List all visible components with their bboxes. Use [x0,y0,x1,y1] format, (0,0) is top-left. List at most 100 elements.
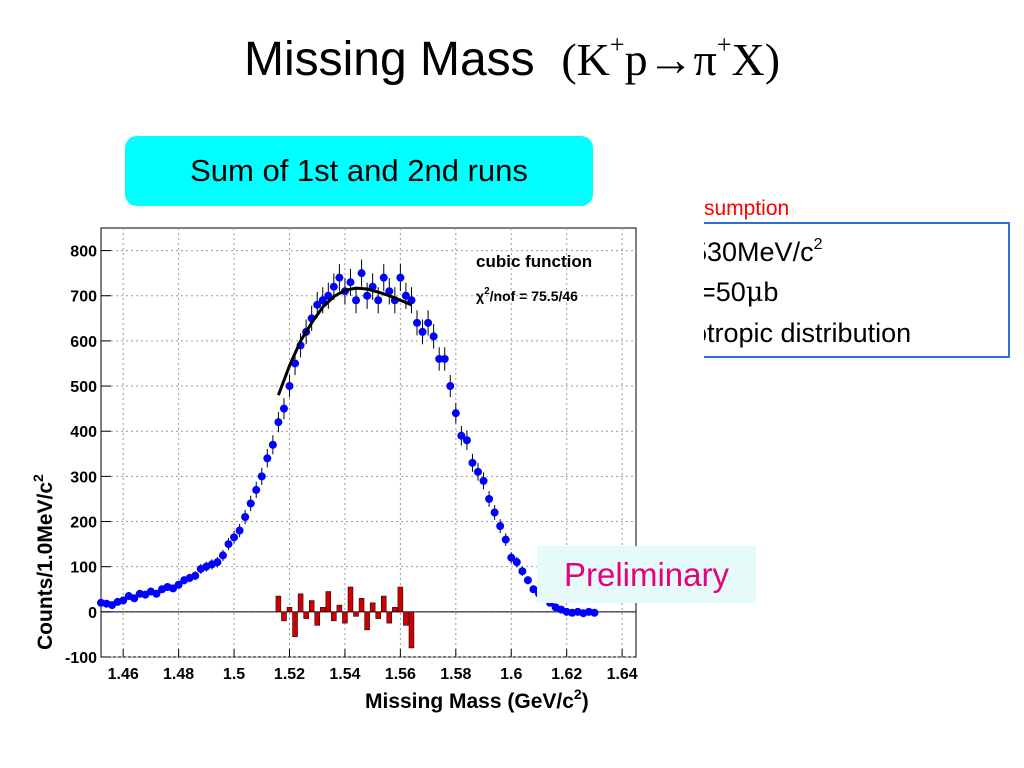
formula-kaon-charge: + [609,30,625,59]
data-point [479,476,488,485]
assumption-mass-text: 530MeV/c [704,237,814,267]
x-axis-ticks: 1.46 1.48 1.5 1.52 1.54 1.56 1.58 1.6 1.62 1.64 [108,649,638,683]
x-tick-label: 1.54 [329,666,360,683]
legend-title: cubic function [476,252,592,271]
x-tick-label: 1.48 [163,666,194,683]
runs-label: Sum of 1st and 2nd runs [190,153,528,188]
x-tick-label: 1.6 [500,666,522,683]
residual-bar [381,595,387,613]
x-axis-title-sup: 2 [574,686,582,702]
assumption-box: 530MeV/c2 =50μb otropic distribution [704,222,1010,358]
data-point [291,359,300,368]
data-point [119,596,128,605]
residual-bar [375,611,381,619]
y-axis-title-text: Counts/1.0MeV/c [34,482,57,650]
residual-bar [331,611,337,622]
formula-pion: π [693,34,717,85]
formula-proton: p [624,34,648,85]
x-axis-title-text: Missing Mass (GeV/c [365,690,574,713]
data-points [97,269,599,618]
data-point [274,418,283,427]
residual-bar [408,611,415,649]
data-point [324,291,333,300]
formula-open: ( [561,34,577,85]
reaction-formula: (K+p→π+X) [561,32,781,86]
y-tick-label: 800 [70,244,97,261]
data-point [501,535,510,544]
data-point [130,594,139,603]
data-point [413,318,422,327]
residual-bar [364,611,370,631]
residual-bar [336,604,343,613]
data-point [529,585,538,594]
formula-pion-charge: + [716,30,732,59]
y-tick-label: 500 [70,379,97,396]
data-point [279,404,288,413]
y-axis-title-sup: 2 [30,474,46,482]
formula-close: ) [764,34,781,85]
y-tick-label: 100 [70,560,97,577]
residual-bar [325,591,332,613]
legend-fit-text: /nof = 75.5/46 [490,288,579,304]
assumption-line-xsec: =50μb [704,272,1008,313]
assumption-xsec-unit: b [763,277,779,307]
residual-bar [358,598,365,613]
residual-bar [342,611,348,624]
data-point [329,282,338,291]
residual-bar [297,593,304,613]
assumption-title: sumption [704,197,790,220]
x-axis-title-close: ) [582,690,589,713]
cubic-fit-curve [276,286,413,396]
legend-chi: χ [476,288,484,304]
data-point [263,454,272,463]
x-axis-title: Missing Mass (GeV/c2) [365,686,589,713]
slide-title-text: Missing Mass [243,33,535,86]
assumption-mass-sup: 2 [813,236,823,253]
data-point [313,300,322,309]
data-point [485,494,494,503]
data-point [230,533,239,542]
data-point [235,526,244,535]
legend-fit-stat: χ2/nof = 75.5/46 [476,286,578,304]
data-point [468,458,477,467]
data-point [401,291,410,300]
residual-bar [275,595,282,613]
data-point [374,296,383,305]
residual-bar [320,607,326,613]
data-point [257,472,266,481]
x-tick-label: 1.58 [440,666,471,683]
data-point [252,485,261,494]
x-tick-label: 1.52 [274,666,305,683]
data-point [435,354,444,363]
runs-label-box: Sum of 1st and 2nd runs [125,136,593,206]
y-axis-title: Counts/1.0MeV/c2 [30,474,57,650]
y-tick-label: 200 [70,515,97,532]
x-tick-label: 1.56 [385,666,416,683]
y-axis-ticks: -100 0 100 200 300 400 500 600 700 800 [65,244,111,667]
residual-bar [347,586,354,613]
data-point [396,273,405,282]
data-point [457,431,466,440]
assumption-xsec-mu: μ [745,277,764,308]
data-point [429,332,438,341]
assumption-line-mass: 530MeV/c2 [704,232,1008,272]
y-tick-label: 600 [70,334,97,351]
formula-kaon: K [576,34,610,85]
data-point [440,354,449,363]
data-point [224,540,233,549]
preliminary-box: Preliminary [537,546,756,603]
data-point [590,608,599,617]
data-point [490,508,499,517]
x-tick-label: 1.5 [223,666,245,683]
data-point [241,513,250,522]
residual-bar [403,611,409,626]
residual-bar [308,600,315,613]
data-point [152,589,161,598]
data-point [462,436,471,445]
residual-bar [369,602,376,613]
assumption-xsec-value: =50 [704,277,746,307]
data-point [268,440,277,449]
data-point [285,382,294,391]
residual-bar [353,611,359,617]
data-point [318,296,327,305]
